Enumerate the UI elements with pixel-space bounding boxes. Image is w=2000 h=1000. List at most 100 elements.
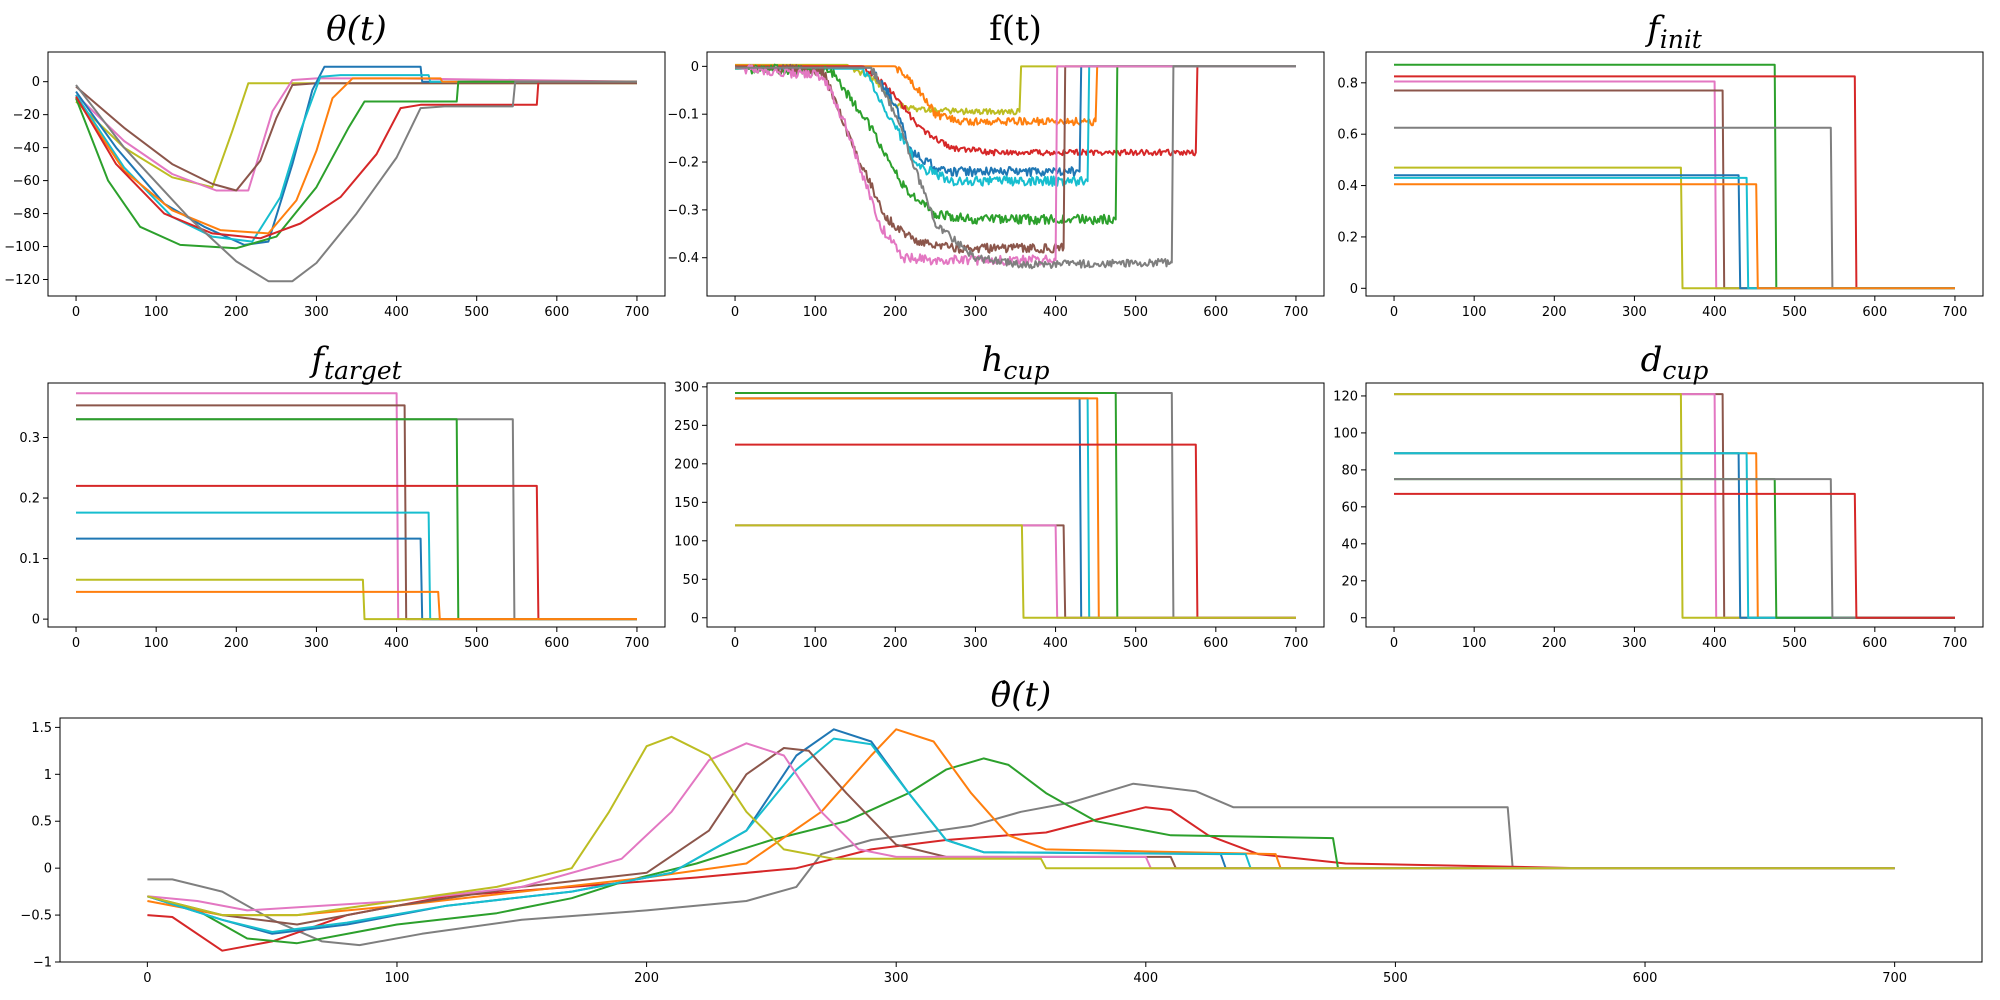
series-line [1394,126,1955,290]
x-tick-label: 0 [72,305,80,320]
series-line [1394,183,1955,290]
panel-finit: finit 0 100 200 300 400 500 600 700 0 0.2 0.4 0.6 0.8 [1337,9,1984,320]
series-line [734,63,1297,266]
y-tick-label: 0.6 [1337,128,1358,143]
axes-frame [1365,51,1984,297]
series-line [735,397,1296,619]
x-tick-label: 100 [803,305,828,320]
series-line [1394,452,1955,619]
x-tick-label: 100 [385,971,410,986]
series-line [147,782,1895,947]
series-line [76,578,637,621]
x-tick-label: 500 [464,636,489,651]
y-tick-label: 0.5 [31,815,52,830]
series-line [76,590,637,621]
x-tick-label: 300 [1622,636,1647,651]
chart-title: f(t) [989,9,1042,49]
axes-frame [47,51,666,297]
y-tick-label: 0 [44,862,52,877]
y-tick-label: 0.4 [1337,179,1358,194]
series-line [1394,174,1955,290]
x-tick-label: 500 [1123,636,1148,651]
y-tick-label: 120 [1333,389,1358,404]
series-group [147,728,1895,952]
x-tick-label: 600 [1633,971,1658,986]
x-tick-label: 500 [464,305,489,320]
series-group [76,392,637,621]
y-tick-label: −0.4 [667,251,699,266]
panel-ftarget: ftarget 0 100 200 300 400 500 600 700 0 0.1 0.2 0.3 [19,340,666,651]
series-line [75,80,637,240]
series-line [147,742,1895,912]
x-tick-label: 500 [1782,636,1807,651]
x-tick-label: 600 [1203,636,1228,651]
series-line [1394,452,1955,619]
y-tick-label: 100 [674,534,699,549]
series-line [147,806,1895,952]
chart-title: finit [1644,9,1703,54]
series-line [1394,75,1955,290]
y-tick-label: −0.3 [667,203,699,218]
series-line [735,65,1297,178]
panel-dcup: dcup 0 100 200 300 400 500 600 700 0 20 40 60 80 100 12… [1333,340,1984,651]
x-tick-label: 300 [304,305,329,320]
series-line [147,737,1895,933]
x-tick-label: 500 [1782,305,1807,320]
y-tick-label: 0 [32,613,40,628]
y-tick-label: −20 [13,108,40,123]
y-tick-label: −80 [13,207,40,222]
x-tick-label: 300 [304,636,329,651]
x-tick-label: 100 [803,636,828,651]
x-tick-label: 200 [883,305,908,320]
series-line [1394,393,1955,619]
series-group [734,63,1297,270]
y-tick-label: 0.8 [1337,76,1358,91]
chart-title: dcup [1641,340,1709,385]
chart-title: θ(t) [326,9,387,49]
series-line [735,392,1296,619]
series-line [735,65,1296,270]
series-line [735,65,1296,187]
axes-frame [706,382,1325,628]
series-line [75,82,637,192]
series-line [76,484,637,621]
x-tick-label: 400 [384,636,409,651]
series-line [76,418,637,621]
x-tick-label: 300 [1622,305,1647,320]
y-tick-label: 0 [1350,611,1358,626]
chart-title: ftarget [308,340,402,385]
y-tick-label: 60 [1341,500,1358,515]
panel-thetadot: θ̇(t) 0 100 200 300 400 500 600 700 1.5 1 0.5 0 −0.5 −… [20,675,1983,986]
x-tick-label: 400 [1702,305,1727,320]
x-tick-label: 400 [1043,305,1068,320]
y-tick-label: 300 [674,380,699,395]
series-line [1394,393,1955,619]
series-line [735,524,1296,619]
series-line [735,63,1297,226]
series-line [1394,492,1955,619]
x-tick-label: 200 [224,636,249,651]
x-tick-label: 200 [634,971,659,986]
series-line [75,77,637,235]
y-tick-label: −60 [13,174,40,189]
x-tick-label: 700 [625,636,650,651]
x-tick-label: 600 [544,305,569,320]
y-tick-label: −0.1 [667,108,699,123]
x-tick-label: 300 [963,305,988,320]
series-line [735,397,1296,619]
series-line [1394,478,1955,619]
axes-frame [1365,382,1984,628]
series-line [1394,89,1955,290]
y-tick-label: 250 [674,419,699,434]
y-tick-label: −120 [4,273,40,288]
x-tick-label: 200 [1542,305,1567,320]
series-group [735,392,1296,619]
axes-frame [59,717,1983,963]
x-tick-label: 600 [1203,305,1228,320]
chart-title: hcup [981,340,1049,385]
x-tick-label: 500 [1383,971,1408,986]
series-line [1394,478,1955,619]
series-line [75,77,638,192]
x-tick-label: 700 [625,305,650,320]
axes-frame [47,382,666,628]
